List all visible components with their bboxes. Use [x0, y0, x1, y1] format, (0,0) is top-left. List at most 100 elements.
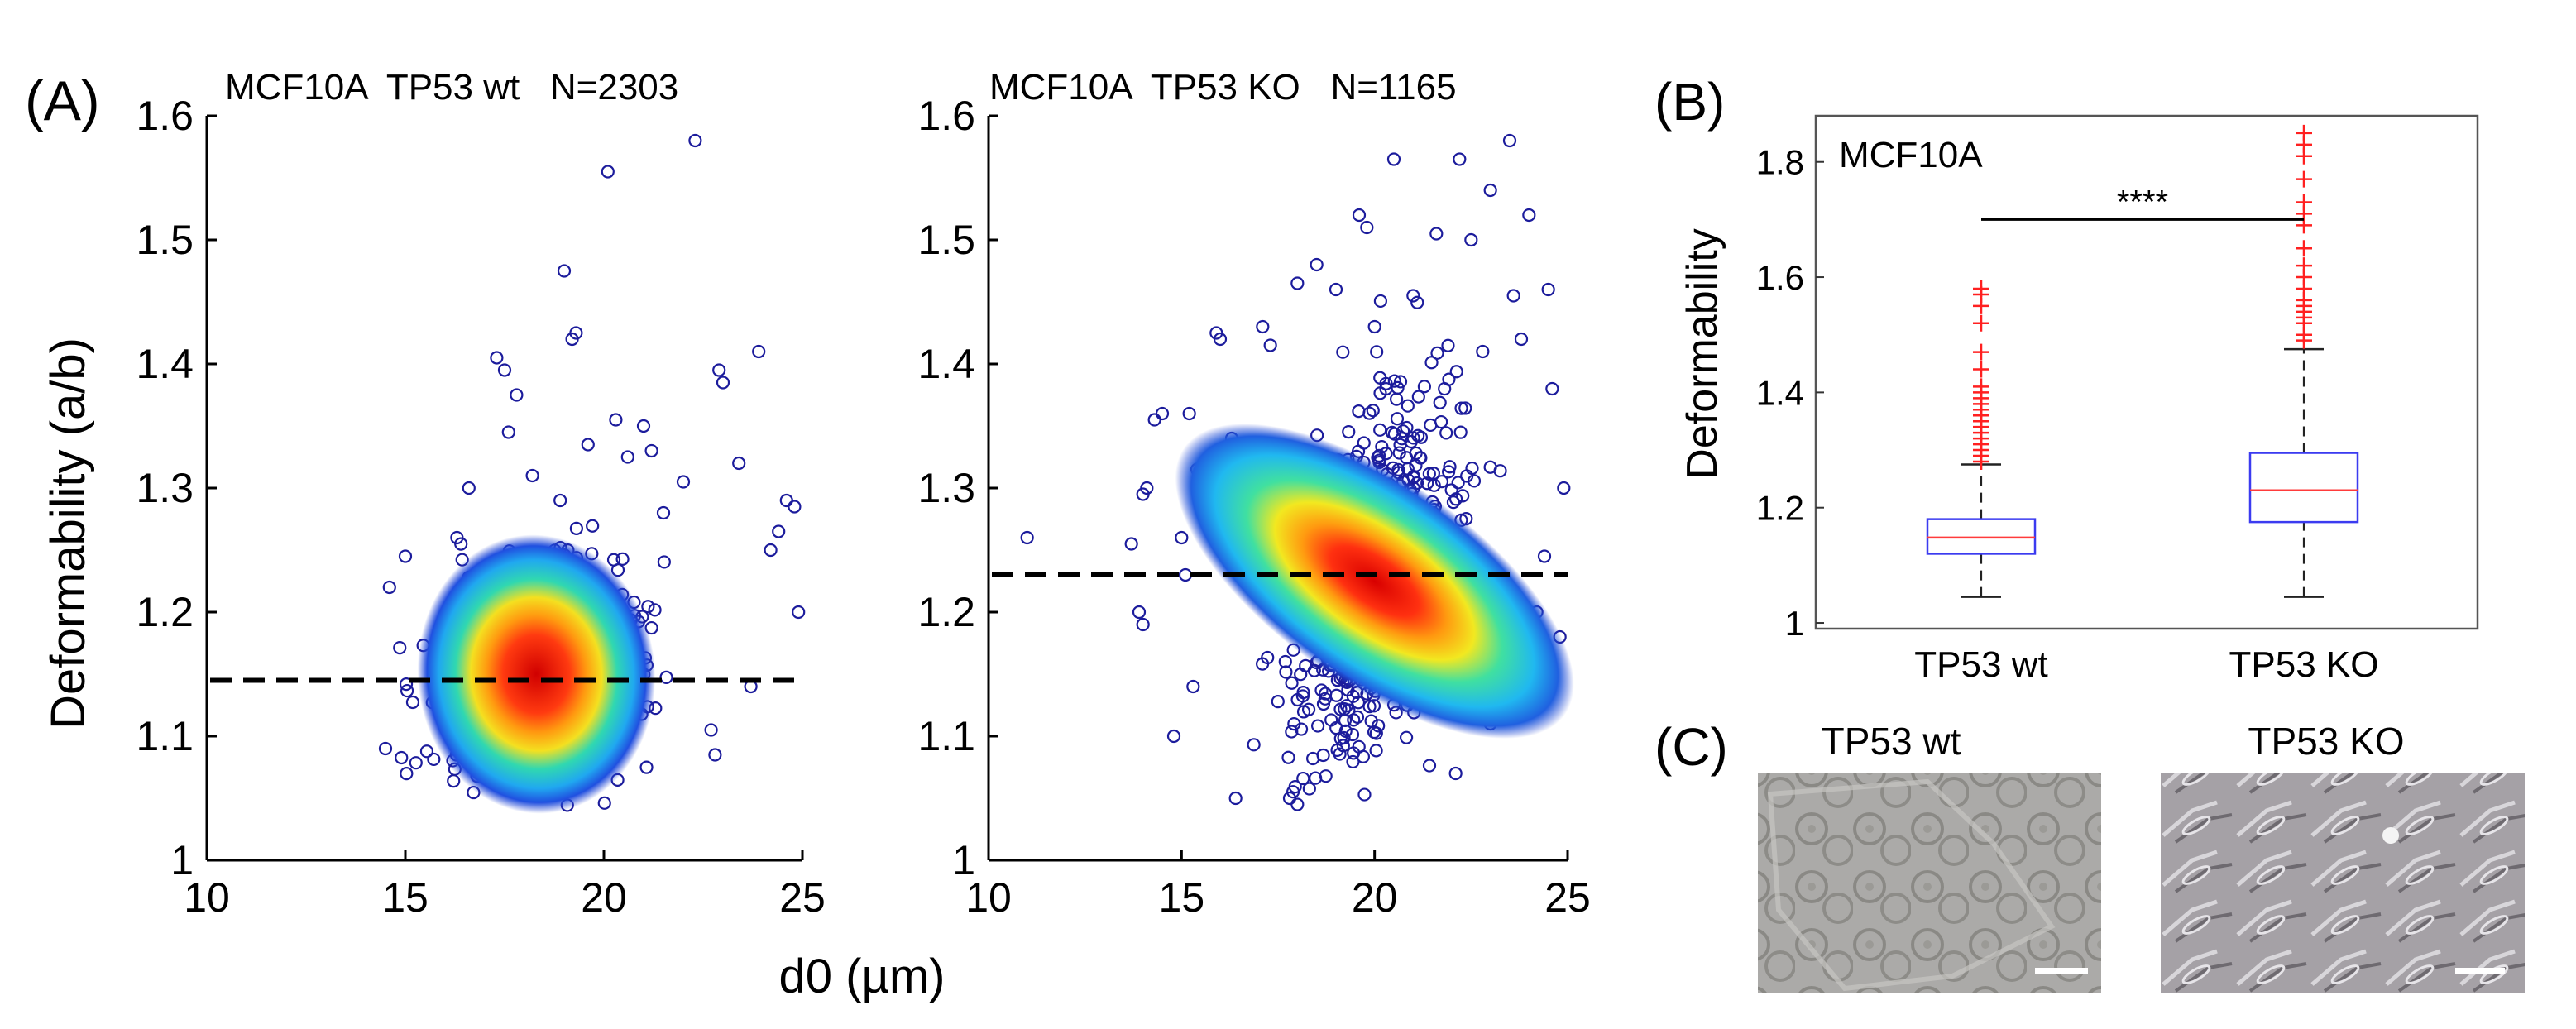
y-tick-label: 1.5 — [136, 217, 194, 263]
outlier-point — [601, 165, 615, 179]
outlier-marker — [1973, 314, 1989, 332]
y-tick-label: 1.6 — [1756, 258, 1804, 297]
scatter-chart-ko: MCF10A TP53 KO N=1165 10 15 20 25 1 1.1 1.2 1.3… — [917, 67, 1591, 921]
box — [1926, 518, 2037, 555]
data-point — [399, 677, 414, 692]
data-point — [1296, 771, 1310, 786]
data-point — [1347, 713, 1361, 727]
data-point — [1389, 392, 1404, 406]
outlier-point — [557, 264, 572, 278]
data-point — [1357, 787, 1372, 802]
data-point — [1338, 713, 1353, 728]
data-point — [1399, 730, 1414, 744]
data-point — [1393, 438, 1407, 452]
data-point — [1465, 461, 1479, 476]
outlier-point — [792, 605, 806, 620]
data-point — [1434, 475, 1449, 489]
y-tick-label: 1.1 — [917, 713, 975, 759]
panel-label-c: (C) — [1654, 717, 1728, 777]
outlier-marker — [1973, 361, 1989, 378]
y-tick-label: 1.6 — [917, 93, 975, 139]
data-point — [1448, 492, 1463, 506]
outlier-point — [772, 524, 786, 538]
panel-label-b: (B) — [1654, 72, 1725, 132]
data-point — [1379, 447, 1393, 461]
data-point — [1362, 700, 1377, 714]
outlier-point — [1178, 567, 1193, 582]
outlier-point — [764, 543, 778, 558]
data-point — [1393, 375, 1408, 389]
outlier-point — [688, 133, 702, 148]
outlier-point — [1453, 152, 1467, 166]
outlier-point — [1290, 276, 1305, 290]
y-tick-label: 1 — [1785, 604, 1804, 643]
outlier-point — [382, 580, 396, 595]
data-point — [1295, 689, 1310, 703]
data-point — [641, 600, 655, 614]
scale-bar-wt — [2035, 968, 2088, 974]
outlier-point — [788, 500, 802, 514]
outlier-point — [398, 549, 413, 563]
outlier-point — [1541, 282, 1555, 297]
outlier-marker — [1973, 378, 1989, 395]
data-point — [1256, 657, 1270, 671]
y-tick-label: 1.8 — [1756, 143, 1804, 182]
outlier-point — [609, 413, 623, 427]
y-tick-label: 1.1 — [136, 713, 194, 759]
outlier-point — [704, 723, 718, 737]
data-point — [400, 683, 414, 698]
data-point — [1352, 739, 1366, 754]
bright-cell — [2382, 827, 2399, 844]
outlier-point — [581, 438, 595, 452]
y-tick-label: 1.4 — [1756, 373, 1804, 412]
data-point — [648, 603, 662, 617]
outlier-point — [501, 425, 515, 439]
data-point — [659, 670, 673, 684]
data-point — [1400, 420, 1414, 435]
outlier-point — [1557, 481, 1571, 495]
data-point — [1442, 465, 1456, 479]
data-point — [1372, 448, 1386, 462]
data-point — [1288, 780, 1302, 794]
data-point — [1342, 425, 1356, 439]
data-point — [1333, 702, 1348, 716]
data-point — [1352, 404, 1366, 419]
data-point — [1357, 436, 1371, 450]
outlier-point — [1537, 549, 1552, 563]
data-point — [1302, 782, 1316, 796]
data-point — [1379, 376, 1393, 390]
data-point — [1451, 476, 1465, 490]
outlier-point — [1386, 152, 1401, 166]
outlier-point — [1522, 208, 1536, 223]
data-point — [1439, 426, 1453, 440]
data-point — [1329, 688, 1343, 702]
y-tick-label: 1.2 — [917, 589, 975, 635]
micrograph-wt-title: TP53 wt — [1822, 720, 1961, 763]
x-tick-label: 25 — [1544, 874, 1591, 921]
outlier-point — [1147, 413, 1161, 427]
data-point — [1373, 294, 1388, 309]
data-point — [1449, 365, 1463, 379]
scale-bar-ko — [2455, 968, 2505, 974]
outlier-point — [1132, 605, 1147, 620]
data-point — [1420, 476, 1434, 491]
outlier-point — [1166, 729, 1181, 744]
outlier-marker — [2296, 240, 2312, 257]
outlier-marker — [2296, 170, 2312, 188]
data-point — [1319, 687, 1333, 701]
data-point — [1401, 399, 1415, 413]
x-tick-label: 25 — [779, 874, 826, 921]
data-point — [1441, 338, 1455, 352]
data-point — [393, 640, 407, 655]
plot-frame — [1814, 114, 2479, 630]
outlier-point — [565, 332, 579, 347]
outlier-point — [644, 443, 658, 458]
outlier-point — [1124, 537, 1138, 551]
micrograph-ko: TP53 KO — [2161, 720, 2525, 993]
outlier-point — [716, 376, 730, 390]
significance-stars: **** — [2117, 184, 2168, 220]
outlier-point — [1545, 381, 1559, 396]
data-point — [1371, 451, 1385, 465]
data-point — [1426, 467, 1440, 481]
